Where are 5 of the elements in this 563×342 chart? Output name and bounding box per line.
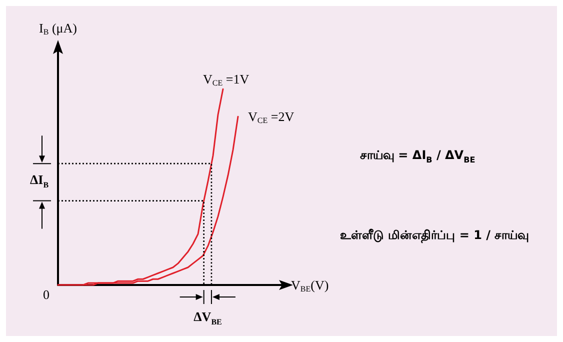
text: ΔV$_{BE}$ xyxy=(194,309,222,327)
text: சாய்வு = ΔI$_{B}$ / ΔV$_{BE}$ xyxy=(360,148,476,164)
text: உள்ளீடு மின்எதிர்ப்பு = 1 / சாய்வு xyxy=(340,228,529,243)
text: 0 xyxy=(43,287,50,303)
text: ΔI$_{B}$ xyxy=(30,172,49,190)
